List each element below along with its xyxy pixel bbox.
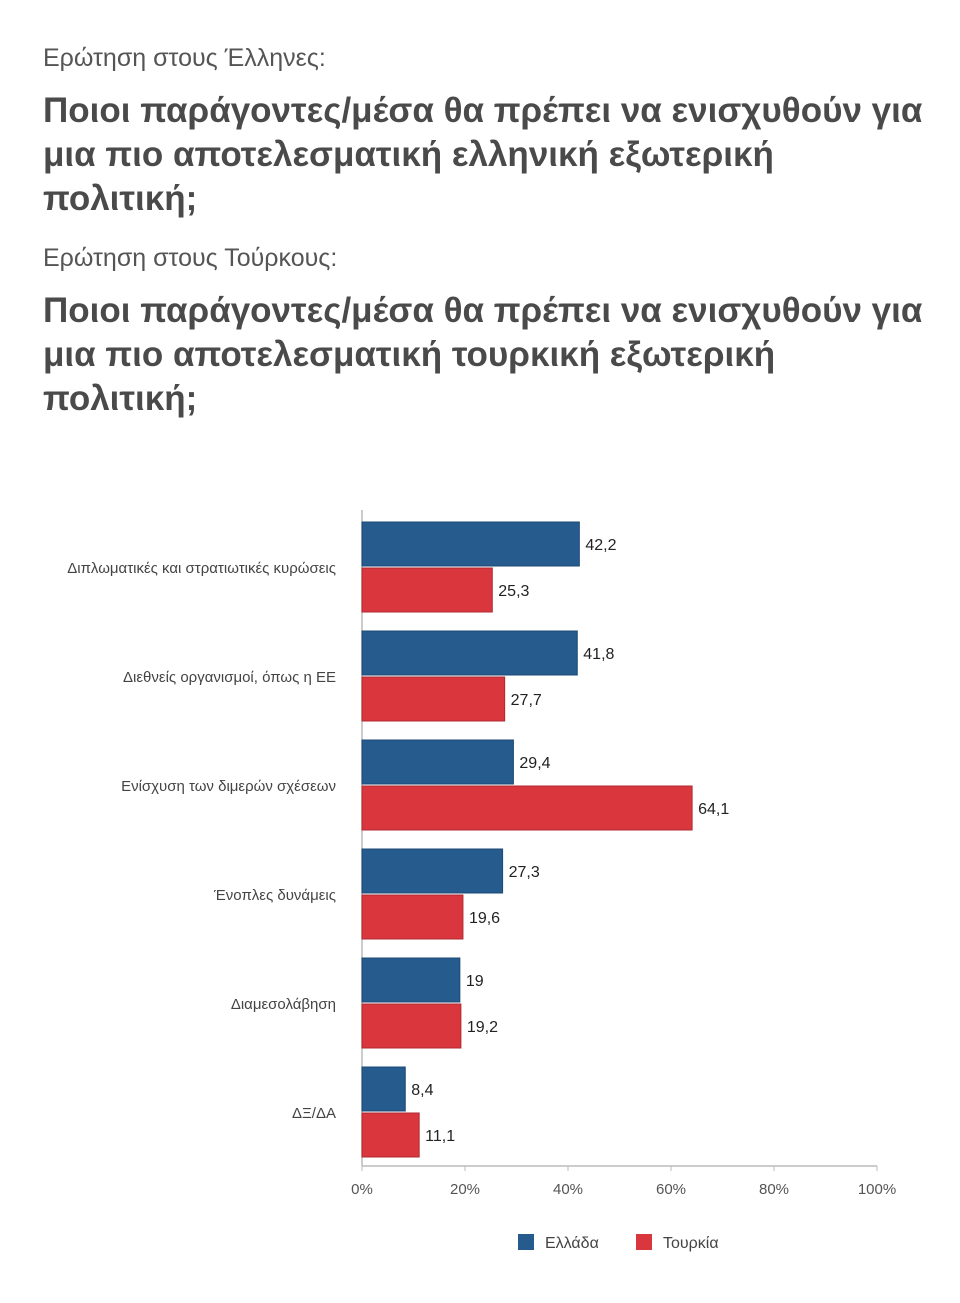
category-label: Διεθνείς οργανισμοί, όπως η ΕΕ <box>123 669 336 686</box>
bar-value-label: 42,2 <box>585 537 616 554</box>
bar-value-label: 41,8 <box>583 646 614 663</box>
legend-swatch-greece <box>518 1234 534 1250</box>
category-label: Ενίσχυση των διμερών σχέσεων <box>121 778 336 795</box>
bar-turkey <box>361 785 693 831</box>
legend-swatch-turkey <box>636 1234 652 1250</box>
bar-greece <box>361 739 514 785</box>
bar-greece <box>361 630 578 676</box>
bar-value-label: 19 <box>466 973 484 990</box>
bar-value-label: 64,1 <box>698 801 729 818</box>
x-tick-label: 0% <box>351 1181 373 1198</box>
bar-greece <box>361 848 504 894</box>
category-label: Διαμεσολάβηση <box>231 996 336 1013</box>
bar-value-label: 19,6 <box>469 910 500 927</box>
bar-value-label: 11,1 <box>425 1128 455 1145</box>
category-label: Διπλωματικές και στρατιωτικές κυρώσεις <box>67 560 336 577</box>
bar-turkey <box>361 1003 462 1049</box>
bar-turkey <box>361 894 464 940</box>
bar-turkey <box>361 567 493 613</box>
bar-greece <box>361 521 580 567</box>
category-label: ΔΞ/ΔΑ <box>292 1105 336 1122</box>
x-tick-label: 80% <box>759 1181 789 1198</box>
bar-value-label: 27,7 <box>511 692 542 709</box>
turkish-question-title: Ποιοι παράγοντες/μέσα θα πρέπει να ενισχ… <box>43 291 923 418</box>
category-label: Ένοπλες δυνάμεις <box>213 887 336 904</box>
bar-value-label: 25,3 <box>498 583 529 600</box>
x-tick-label: 20% <box>450 1181 480 1198</box>
x-tick-label: 40% <box>553 1181 583 1198</box>
bar-value-label: 27,3 <box>509 864 540 881</box>
bar-value-label: 19,2 <box>467 1019 498 1036</box>
x-tick-label: 100% <box>858 1181 896 1198</box>
legend-label: Τουρκία <box>663 1235 719 1252</box>
bar-greece <box>361 957 461 1003</box>
legend-label: Ελλάδα <box>545 1235 599 1252</box>
greek-question-label: Ερώτηση στους Έλληνες: <box>43 44 326 72</box>
bar-value-label: 8,4 <box>411 1082 433 1099</box>
bar-value-label: 29,4 <box>519 755 550 772</box>
turkish-question-label: Ερώτηση στους Τούρκους: <box>43 244 338 272</box>
bar-turkey <box>361 1112 420 1158</box>
x-tick-label: 60% <box>656 1181 686 1198</box>
bar-turkey <box>361 676 506 722</box>
greek-question-title: Ποιοι παράγοντες/μέσα θα πρέπει να ενισχ… <box>43 91 923 218</box>
bar-greece <box>361 1066 406 1112</box>
